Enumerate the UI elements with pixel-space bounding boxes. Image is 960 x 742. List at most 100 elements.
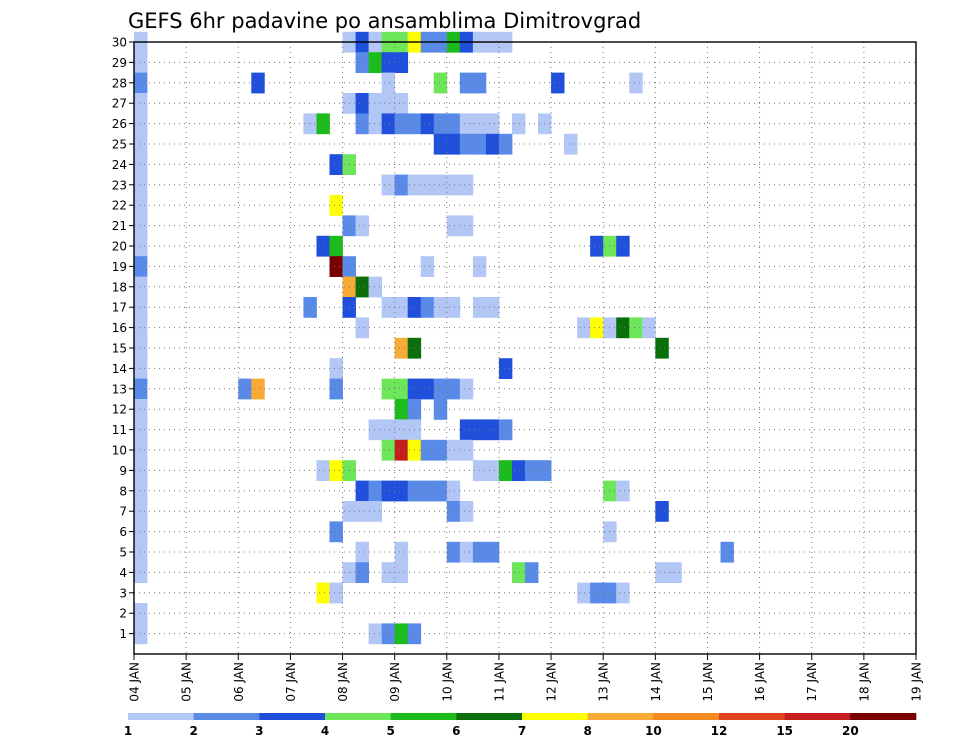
y-tick-label: 30 <box>112 36 127 50</box>
heatmap-cell <box>381 52 396 73</box>
heatmap-cell <box>485 113 500 135</box>
x-tick-label: 12 JAN <box>545 662 559 702</box>
heatmap-cell <box>134 399 148 420</box>
heatmap-cell <box>381 623 396 645</box>
colorbar-swatch <box>587 713 654 720</box>
heatmap-cell <box>655 337 669 359</box>
heatmap-cell <box>394 541 409 563</box>
x-tick-label: 11 JAN <box>492 662 506 702</box>
colorbar-swatch <box>325 713 391 720</box>
colorbar-swatch <box>850 713 917 720</box>
heatmap-cell <box>329 460 343 481</box>
colorbar-label: 12 <box>711 724 728 738</box>
heatmap-cell <box>329 378 343 400</box>
heatmap-cell <box>720 541 734 563</box>
colorbar-label: 8 <box>583 724 591 738</box>
colorbar-swatch <box>128 713 194 720</box>
x-tick-label: 15 JAN <box>701 662 715 702</box>
heatmap-cell <box>446 215 461 237</box>
y-tick-label: 8 <box>119 484 127 498</box>
heatmap-cell <box>485 460 500 481</box>
heatmap-cell <box>329 195 343 216</box>
colorbar-swatch <box>522 713 588 720</box>
heatmap-cell <box>134 521 148 543</box>
heatmap-cell <box>420 378 435 400</box>
heatmap-cell <box>629 72 643 94</box>
heatmap-cell <box>420 439 435 461</box>
heatmap-cell <box>394 337 409 359</box>
y-tick-label: 18 <box>112 280 127 294</box>
heatmap-cell <box>134 174 148 196</box>
heatmap-cell <box>498 419 513 441</box>
chart-title: GEFS 6hr padavine po ansamblima Dimitrov… <box>128 9 641 33</box>
heatmap-cell <box>316 235 330 257</box>
heatmap-cell <box>590 582 604 604</box>
heatmap-cell <box>355 215 369 237</box>
heatmap-cell <box>134 460 148 481</box>
heatmap-cell <box>577 582 591 604</box>
heatmap-cell <box>316 113 330 135</box>
heatmap-cell <box>394 52 409 73</box>
heatmap-cell <box>355 317 369 339</box>
colorbar-label: 15 <box>776 724 793 738</box>
heatmap-cell <box>134 562 148 583</box>
heatmap-cell <box>134 297 148 318</box>
heatmap-cell <box>433 439 448 461</box>
heatmap-cell <box>394 419 409 441</box>
y-tick-label: 15 <box>112 342 127 356</box>
heatmap-cell <box>134 235 148 257</box>
grid-lines <box>134 41 916 654</box>
heatmap-cell <box>420 297 435 318</box>
heatmap-cell <box>446 378 461 400</box>
heatmap-cell <box>616 235 630 257</box>
heatmap-cell <box>433 174 448 196</box>
heatmap-cell <box>329 521 343 543</box>
heatmap-cell <box>459 439 474 461</box>
x-tick-label: 07 JAN <box>284 662 298 702</box>
y-tick-label: 9 <box>119 464 127 478</box>
heatmap-cell <box>394 439 409 461</box>
heatmap-cell <box>381 562 396 583</box>
y-tick-label: 26 <box>112 117 127 131</box>
y-tick-label: 3 <box>119 586 127 600</box>
heatmap-cell <box>485 541 500 563</box>
heatmap-cell <box>381 93 396 114</box>
heatmap-cell <box>420 480 435 502</box>
x-tick-label: 13 JAN <box>597 662 611 702</box>
heatmap-cell <box>316 460 330 481</box>
y-tick-label: 21 <box>112 219 127 233</box>
heatmap-cell <box>134 195 148 216</box>
heatmap-cell <box>577 317 591 339</box>
y-tick-label: 6 <box>119 525 127 539</box>
y-tick-label: 17 <box>112 301 127 315</box>
heatmap-cell <box>134 133 148 155</box>
heatmap-cell <box>616 317 630 339</box>
heatmap-cell <box>394 562 409 583</box>
heatmap-cell <box>459 541 474 563</box>
colorbar-label: 10 <box>645 724 662 738</box>
colorbar-legend: 1 2 3 4 5 6 7 8 10 12 15 20 <box>124 713 917 738</box>
y-tick-label: 20 <box>112 240 127 254</box>
heatmap-cell <box>368 501 383 522</box>
heatmap-cell <box>381 297 396 318</box>
heatmap-cell <box>355 93 369 114</box>
heatmap-cell <box>498 358 513 379</box>
y-tick-label: 7 <box>119 505 127 519</box>
heatmap-cell <box>433 297 448 318</box>
heatmap-cell <box>134 337 148 359</box>
y-tick-label: 5 <box>119 546 127 560</box>
heatmap-cell <box>134 623 148 645</box>
heatmap-cell <box>355 480 369 502</box>
heatmap-cell <box>329 358 343 379</box>
heatmap-cell <box>134 480 148 502</box>
y-tick-label: 11 <box>112 423 127 437</box>
heatmap-cell <box>394 480 409 502</box>
heatmap-cell <box>134 276 148 298</box>
x-tick-label: 14 JAN <box>649 662 663 702</box>
heatmap-cell <box>134 215 148 237</box>
heatmap-cell <box>355 541 369 563</box>
heatmap-cell <box>368 93 383 114</box>
y-tick-label: 19 <box>112 260 127 274</box>
heatmap-cell <box>368 52 383 73</box>
heatmap-cell <box>459 419 474 441</box>
